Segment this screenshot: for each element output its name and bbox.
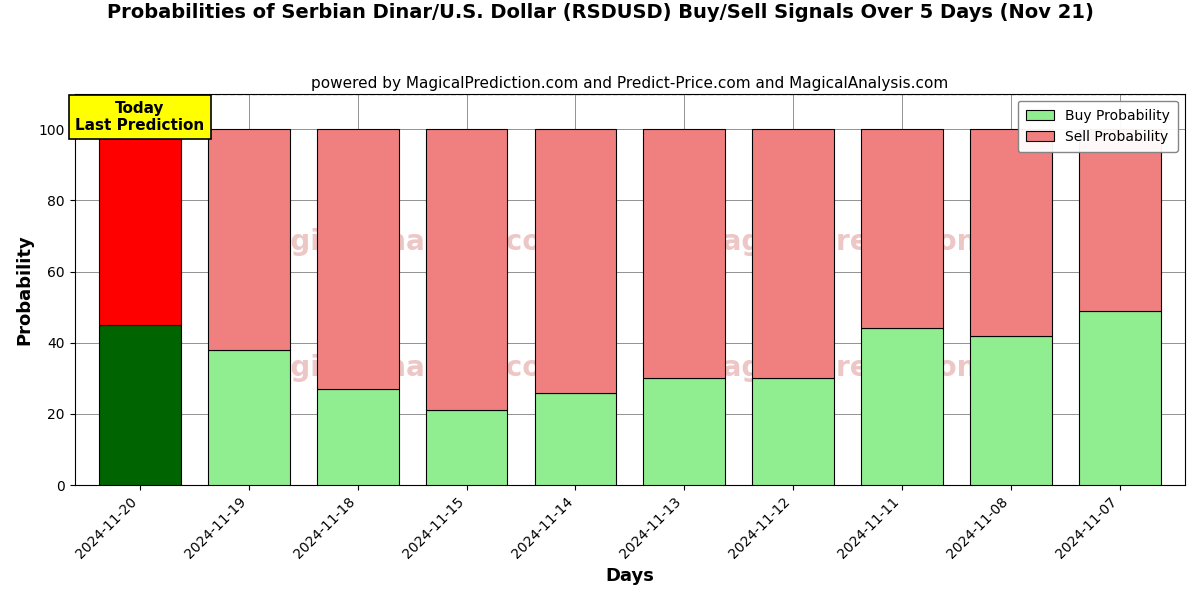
Bar — [970, 335, 1051, 485]
Text: MagicalPrediction.com: MagicalPrediction.com — [696, 229, 1052, 256]
Bar — [970, 129, 1051, 335]
Bar — [862, 328, 943, 485]
Bar — [534, 392, 617, 485]
Bar — [317, 389, 398, 485]
Text: Probabilities of Serbian Dinar/U.S. Dollar (RSDUSD) Buy/Sell Signals Over 5 Days: Probabilities of Serbian Dinar/U.S. Doll… — [107, 3, 1093, 22]
Text: MagicalPrediction.com: MagicalPrediction.com — [696, 353, 1052, 382]
Bar — [317, 129, 398, 389]
Y-axis label: Probability: Probability — [16, 234, 34, 344]
Bar — [752, 378, 834, 485]
Bar — [1079, 311, 1160, 485]
Bar — [426, 129, 508, 410]
Bar — [208, 129, 289, 350]
X-axis label: Days: Days — [605, 567, 654, 585]
Bar — [100, 129, 181, 325]
Bar — [534, 129, 617, 392]
Bar — [862, 129, 943, 328]
Text: Today
Last Prediction: Today Last Prediction — [76, 101, 204, 133]
Bar — [643, 378, 725, 485]
Text: MagicalAnalysis.com: MagicalAnalysis.com — [245, 229, 571, 256]
Title: powered by MagicalPrediction.com and Predict-Price.com and MagicalAnalysis.com: powered by MagicalPrediction.com and Pre… — [311, 76, 948, 91]
Bar — [208, 350, 289, 485]
Legend: Buy Probability, Sell Probability: Buy Probability, Sell Probability — [1018, 101, 1178, 152]
Bar — [752, 129, 834, 378]
Bar — [100, 325, 181, 485]
Bar — [1079, 129, 1160, 311]
Text: MagicalAnalysis.com: MagicalAnalysis.com — [245, 353, 571, 382]
Bar — [643, 129, 725, 378]
Bar — [426, 410, 508, 485]
